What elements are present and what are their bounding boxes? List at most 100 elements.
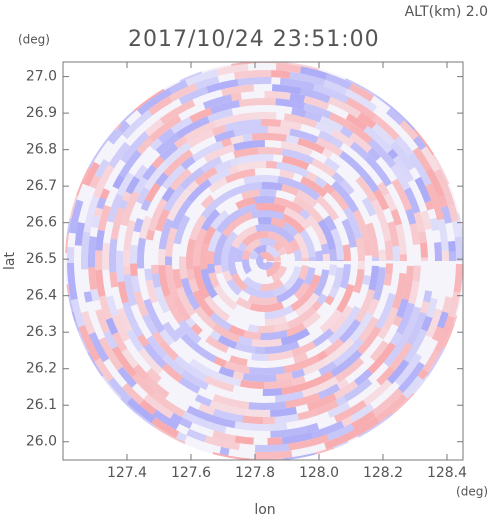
radar-texture [173,135,188,149]
radar-texture [158,340,179,361]
radar-texture [158,248,166,266]
radar-texture [351,410,376,430]
y-tick-label: 26.9 [26,105,57,121]
radar-texture [163,185,185,212]
radar-texture [157,128,175,144]
radar-texture [214,160,232,173]
radar-texture [371,388,403,417]
radar-texture [327,401,351,418]
radar-texture [200,268,218,299]
radar-texture [172,269,183,289]
radar-texture [102,375,122,399]
radar-texture [337,259,345,261]
radar-texture [258,325,276,334]
radar-texture [83,291,93,303]
radar-texture [237,76,272,86]
radar-texture [306,171,318,183]
radar-texture [212,430,236,443]
radar-texture [363,125,393,154]
radar-texture [378,249,386,261]
radar-texture [146,335,167,359]
radar-texture [350,403,375,423]
radar-texture [288,439,311,451]
radar-texture [448,291,461,318]
radar-texture [418,231,427,244]
radar-texture [259,252,274,261]
radar-texture [392,315,403,327]
radar-texture [236,168,256,180]
radar-texture [186,428,207,443]
radar-texture [264,90,291,100]
radar-texture [312,328,334,347]
radar-texture [139,215,152,239]
radar-texture [283,206,311,230]
radar-texture [136,136,154,155]
radar-texture [355,237,365,261]
radar-texture [97,204,112,231]
radar-texture [441,205,453,224]
radar-texture [255,443,290,452]
radar-texture [313,269,330,297]
radar-texture [265,340,300,354]
radar-texture [211,124,227,136]
radar-texture [362,275,371,286]
radar-texture [454,236,463,261]
radar-texture [221,84,254,97]
radar-texture [158,218,174,250]
radar-texture [93,129,116,159]
radar-texture [358,316,379,343]
x-tick-label: 127.4 [107,465,147,481]
radar-texture [392,155,405,168]
radar-texture [178,256,188,280]
radar-texture [368,265,379,291]
radar-texture [101,242,110,270]
radar-texture [121,191,132,202]
radar-texture [146,367,162,384]
radar-texture [94,358,114,382]
radar-texture [320,243,330,255]
radar-texture [143,298,165,334]
radar-texture [421,257,429,261]
radar-texture [220,242,232,273]
radar-texture [386,259,394,261]
radar-texture [341,305,353,319]
radar-texture [210,100,240,115]
radar-texture [67,293,74,312]
radar-texture [111,331,128,353]
radar-texture [98,295,113,320]
radar-texture [348,123,373,144]
radar-texture [178,86,209,105]
x-tick-label: 128.0 [299,465,339,481]
radar-texture [309,274,321,290]
radar-texture [357,418,387,438]
radar-texture [133,176,148,195]
radar-texture [274,413,299,424]
radar-texture [228,165,239,175]
radar-texture [194,394,212,407]
radar-texture [311,300,323,312]
radar-texture [112,174,125,190]
radar-texture [114,207,126,224]
radar-texture [443,323,455,348]
radar-texture [357,261,365,270]
radar-texture [80,231,91,270]
radar-texture [145,182,161,203]
radar-texture [111,345,138,378]
radar-texture [398,163,414,183]
radar-texture [207,167,232,185]
radar-texture [396,298,409,319]
radar-texture [148,95,173,116]
radar-texture [242,133,253,142]
radar-texture [130,263,138,277]
radar-texture [232,370,245,380]
radar-texture [288,62,307,68]
radar-texture [70,298,85,328]
x-tick-label: 128.2 [363,465,403,481]
radar-texture [355,289,375,323]
radar-texture [306,393,337,411]
radar-texture [121,348,139,369]
radar-texture [230,92,242,102]
radar-texture [205,335,229,354]
y-tick-label: 26.1 [26,397,57,413]
radar-texture [371,123,396,146]
